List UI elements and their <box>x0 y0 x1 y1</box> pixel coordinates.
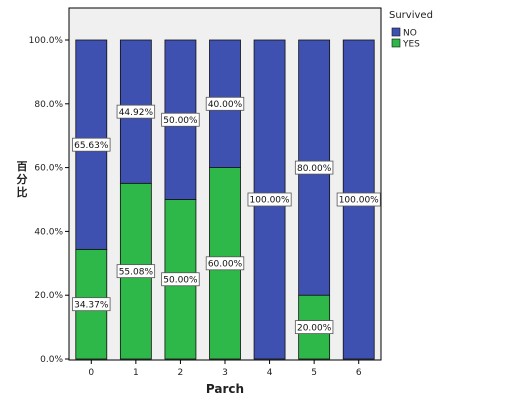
data-label-box <box>247 192 292 207</box>
legend-swatch-yes <box>391 38 401 48</box>
data-label-box <box>161 112 200 127</box>
data-label-yes-5: 20.00% <box>294 320 334 335</box>
x-tick-label: 5 <box>311 368 317 378</box>
x-tick-label: 6 <box>356 368 362 378</box>
data-label-no-1: 44.92% <box>116 104 156 119</box>
data-label: 40.00% <box>208 100 243 110</box>
data-label-box <box>116 104 156 119</box>
data-label: 34.37% <box>74 300 109 310</box>
data-labels: 65.63% 34.37% 44.92% 55.08% 50.00% 50.00% 40.0… <box>72 96 381 335</box>
x-tick-label: 2 <box>178 368 184 378</box>
y-axis: 0.0% 20.0% 40.0% 60.0% 80.0% 100.0% <box>29 36 69 365</box>
data-label-box <box>161 272 200 287</box>
data-label: 50.00% <box>163 116 198 126</box>
x-tick-label: 3 <box>222 368 228 378</box>
data-label-no-3: 40.00% <box>205 96 245 111</box>
x-axis-title: Parch <box>206 382 244 396</box>
data-label-box <box>116 264 156 279</box>
data-label-box <box>205 256 245 271</box>
data-label-yes-2: 50.00% <box>161 272 200 287</box>
y-tick-label: 40.0% <box>34 227 63 237</box>
x-tick-label: 0 <box>88 368 94 378</box>
data-label-box <box>294 320 334 335</box>
data-label-no-5: 80.00% <box>294 160 334 175</box>
y-tick-label: 80.0% <box>34 100 63 110</box>
data-label-yes-0: 34.37% <box>72 297 111 312</box>
data-label-box <box>72 297 111 312</box>
data-label-no-2: 50.00% <box>161 112 200 127</box>
data-label: 65.63% <box>74 141 109 151</box>
bars <box>75 39 375 360</box>
data-label: 20.00% <box>297 323 332 333</box>
data-label-box <box>336 192 381 207</box>
x-tick-label: 4 <box>267 368 273 378</box>
legend-title: Survived <box>389 10 433 21</box>
data-label: 44.92% <box>119 108 154 118</box>
data-label-yes-3: 60.00% <box>205 256 245 271</box>
data-label-box <box>294 160 334 175</box>
data-label-no-6: 100.00% <box>336 192 381 207</box>
y-tick-label: 60.0% <box>34 164 63 174</box>
data-label-box <box>72 137 111 152</box>
data-label: 50.00% <box>163 275 198 285</box>
data-label-no-4: 100.00% <box>247 192 292 207</box>
legend-label-no: NO <box>403 29 417 39</box>
y-tick-label: 100.0% <box>29 36 64 46</box>
legend-label-yes: YES <box>402 40 420 50</box>
x-tick-label: 1 <box>133 368 139 378</box>
data-label: 60.00% <box>208 260 243 270</box>
data-label-no-0: 65.63% <box>72 137 111 152</box>
data-label: 100.00% <box>250 196 290 206</box>
x-axis: 0 1 2 3 4 5 6 <box>88 360 362 378</box>
y-tick-label: 0.0% <box>40 355 63 365</box>
data-label-box <box>205 96 245 111</box>
y-tick-label: 20.0% <box>34 291 63 301</box>
y-axis-title: 百分比 <box>17 160 28 199</box>
legend-swatch-no <box>391 27 401 37</box>
data-label-yes-1: 55.08% <box>116 264 156 279</box>
data-label: 100.00% <box>339 196 379 206</box>
data-label: 55.08% <box>119 267 154 277</box>
data-label: 80.00% <box>297 164 332 174</box>
